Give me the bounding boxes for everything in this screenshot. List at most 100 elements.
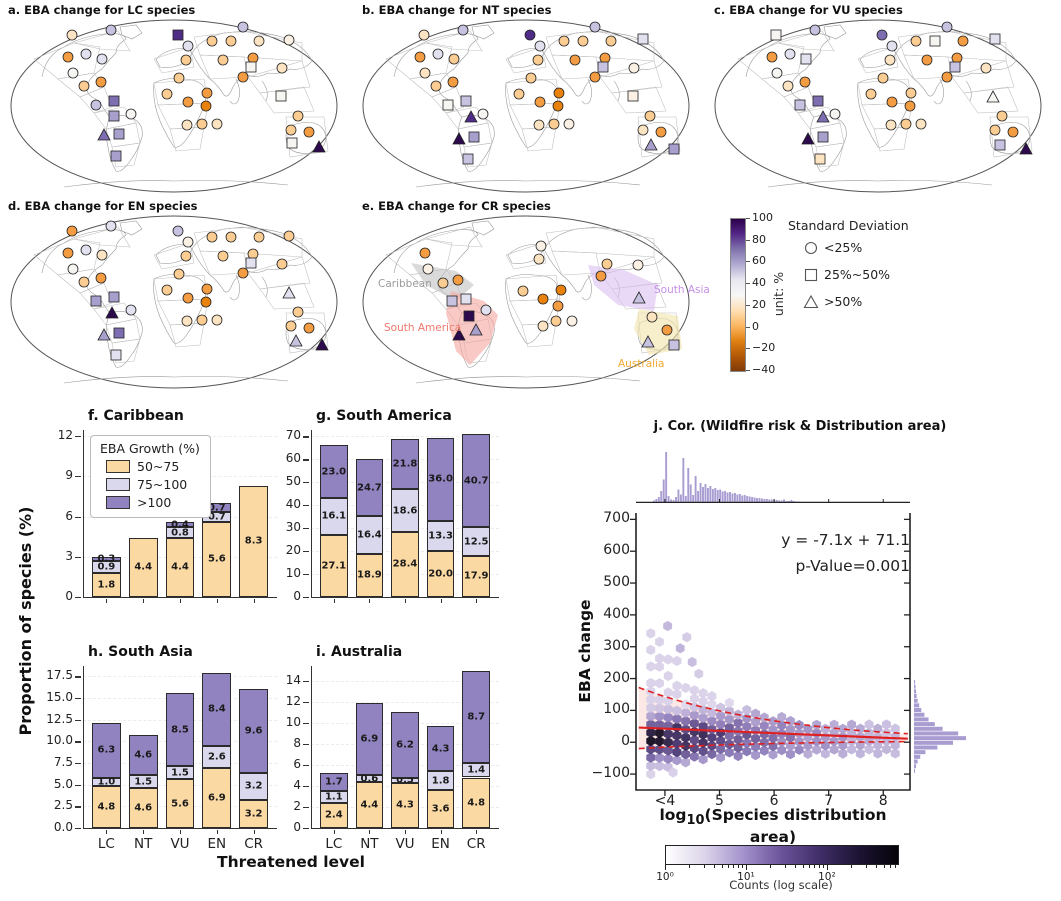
hex-cell bbox=[690, 751, 699, 762]
map-marker bbox=[113, 327, 125, 339]
top-hist-bar bbox=[790, 500, 793, 502]
regression-equation: y = -7.1x + 71.1 bbox=[781, 531, 910, 549]
hex-cell bbox=[873, 748, 883, 759]
map-marker bbox=[217, 250, 229, 262]
hex-cell bbox=[690, 701, 699, 712]
x-tick-mark bbox=[476, 599, 478, 603]
y-tick-label: 0.0 bbox=[53, 820, 73, 834]
map-marker bbox=[569, 54, 581, 66]
bar-segment bbox=[239, 800, 268, 828]
world-map-cr: Caribbean South America South Asia Australi… bbox=[356, 213, 710, 391]
hex-cell bbox=[812, 744, 822, 755]
ecoregion-boundary bbox=[873, 126, 909, 152]
hex-cell bbox=[742, 746, 752, 757]
triangle-icon bbox=[803, 294, 819, 309]
hex-cell bbox=[655, 727, 664, 738]
hex-cell bbox=[707, 699, 717, 710]
map-marker bbox=[247, 52, 259, 64]
hex-cell bbox=[655, 694, 664, 705]
map-marker bbox=[996, 110, 1008, 122]
map-svg-d bbox=[10, 215, 338, 389]
hex-cell bbox=[768, 732, 778, 744]
y-tick-mark bbox=[303, 482, 309, 484]
hex-cell bbox=[681, 740, 691, 751]
bar-value-label: 5.6 bbox=[171, 798, 189, 810]
bar-segment bbox=[391, 782, 419, 828]
colorbar-tick-mark bbox=[746, 218, 750, 219]
hex-cell bbox=[690, 685, 699, 696]
map-marker bbox=[419, 67, 431, 79]
x-tick-label: LC bbox=[97, 836, 115, 852]
map-title-b: b. EBA change for NT species bbox=[362, 3, 552, 17]
top-hist-bar bbox=[657, 497, 660, 502]
top-hist-bar bbox=[741, 495, 744, 502]
map-marker bbox=[452, 132, 466, 145]
ecoregion-boundary bbox=[169, 322, 205, 348]
bar-value-label: 17.9 bbox=[463, 570, 489, 582]
map-marker bbox=[558, 35, 570, 47]
continent-outline bbox=[229, 78, 240, 105]
x-tick-label: EN bbox=[207, 836, 227, 852]
bar-title-australia: i. Australia bbox=[316, 644, 403, 660]
hex-cell bbox=[698, 712, 708, 723]
bar-segment bbox=[320, 445, 348, 498]
hexbin-svg bbox=[630, 513, 911, 796]
map-marker bbox=[418, 29, 430, 41]
bar-value-label: 4.4 bbox=[171, 561, 189, 573]
map-marker bbox=[637, 124, 649, 136]
continent-outline bbox=[191, 227, 313, 293]
map-marker bbox=[442, 99, 454, 111]
y-tick-mark bbox=[303, 528, 309, 530]
y-tick-mark bbox=[75, 698, 81, 700]
hex-cell bbox=[751, 716, 760, 728]
map-marker bbox=[771, 67, 783, 79]
top-hist-bar bbox=[746, 496, 749, 502]
bar-segment bbox=[202, 768, 232, 828]
map-marker bbox=[957, 35, 969, 47]
map-marker bbox=[941, 21, 953, 33]
map-marker bbox=[464, 110, 478, 123]
x-tick-mark bbox=[369, 599, 371, 603]
map-marker bbox=[552, 100, 564, 112]
hex-cell bbox=[759, 745, 769, 756]
map-marker bbox=[989, 124, 1001, 136]
ecoregion-boundary bbox=[285, 312, 329, 354]
y-tick-mark bbox=[303, 597, 309, 599]
hex-cell bbox=[707, 707, 717, 718]
top-hist-bar bbox=[797, 501, 800, 502]
bar-value-label: 36.0 bbox=[428, 473, 453, 485]
map-marker bbox=[597, 61, 609, 73]
map-marker bbox=[173, 72, 185, 84]
right-hist-bar bbox=[914, 703, 920, 708]
hex-cell bbox=[655, 761, 664, 772]
left-spine bbox=[311, 666, 313, 828]
map-marker bbox=[534, 96, 546, 108]
scatter-x-tick-label: 7 bbox=[824, 793, 834, 809]
ecoregion-boundary bbox=[521, 126, 557, 152]
continent-outline bbox=[458, 115, 495, 172]
map-marker bbox=[125, 108, 137, 120]
map-marker bbox=[525, 72, 537, 84]
xlabel-rest: (Species distribution area) bbox=[704, 806, 887, 847]
hex-cell bbox=[882, 719, 891, 730]
bar-value-label: 2.6 bbox=[207, 751, 226, 763]
hex-cell bbox=[742, 721, 752, 732]
top-hist-bar bbox=[783, 499, 785, 502]
hex-cell bbox=[777, 736, 787, 747]
map-marker bbox=[196, 314, 208, 326]
bar-title-south-asia: h. South Asia bbox=[88, 644, 193, 660]
map-marker bbox=[589, 21, 601, 33]
bar-segment bbox=[426, 551, 455, 597]
bar-value-label: 1.8 bbox=[431, 775, 450, 787]
x-tick-label: CR bbox=[466, 836, 486, 852]
counts-minor-tick bbox=[819, 865, 821, 868]
continent-outline bbox=[613, 80, 620, 102]
y-tick-label: 14 bbox=[285, 672, 301, 687]
bottom-spine bbox=[311, 828, 499, 830]
ecoregion-boundary bbox=[259, 282, 315, 310]
hex-cell bbox=[873, 740, 883, 751]
hex-cell bbox=[838, 748, 848, 759]
map-marker bbox=[460, 95, 472, 107]
bar-segment bbox=[202, 672, 232, 746]
bar-value-label: 0.6 bbox=[360, 773, 379, 785]
